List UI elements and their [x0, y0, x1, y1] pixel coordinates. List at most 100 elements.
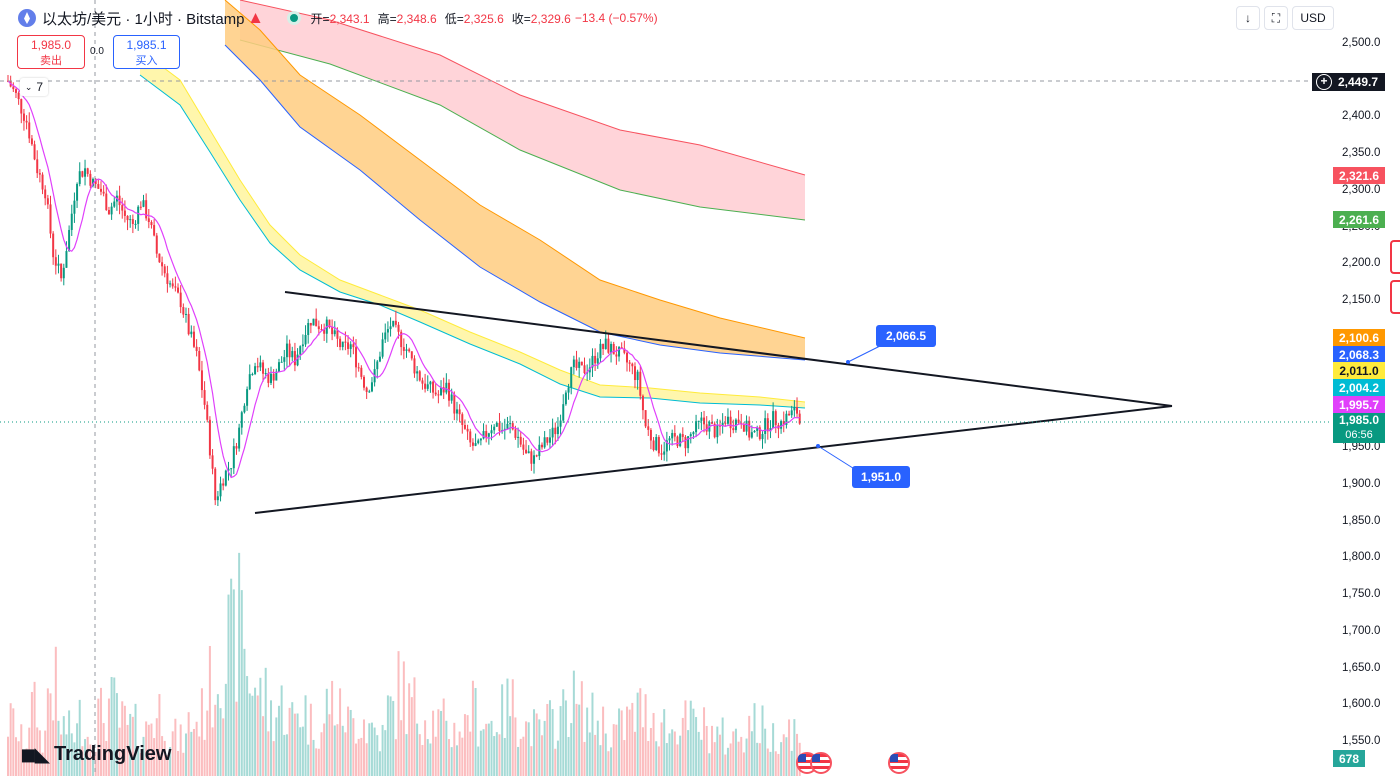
volume-bar [267, 731, 270, 776]
candle-body [772, 411, 775, 429]
volume-bar [737, 741, 740, 776]
volume-bar [206, 710, 209, 776]
volume-bar [562, 689, 565, 776]
candle-body [243, 405, 246, 413]
us-flag-event-icon[interactable] [810, 752, 832, 774]
volume-bar [644, 694, 647, 776]
candle-body [355, 347, 358, 368]
volume-bar [442, 698, 445, 776]
volume-bar [110, 677, 113, 776]
volume-bar [384, 730, 387, 776]
candle-body [246, 389, 249, 406]
volume-bar [485, 723, 488, 776]
candle-body [703, 417, 706, 425]
volume-bar [347, 706, 350, 776]
buy-price: 1,985.1 [126, 38, 167, 52]
fullscreen-icon[interactable]: ⛶ [1264, 6, 1288, 30]
candle-body [511, 423, 514, 430]
low-value: 2,325.6 [463, 11, 504, 26]
red-ribbon-lower [239, 39, 806, 221]
candle-body [352, 344, 355, 348]
candle-body [277, 362, 280, 372]
volume-bar [285, 734, 288, 776]
lower-trendline [254, 405, 1173, 514]
volume-bar [445, 720, 448, 776]
volume-bar [81, 746, 84, 776]
candle-body [182, 307, 185, 315]
candle-body [700, 417, 703, 421]
indicator-toggle[interactable]: ⌄ 7 [20, 78, 48, 96]
candle-body [145, 200, 148, 219]
candle-body [729, 416, 732, 429]
candle-body [657, 437, 660, 454]
candle-body [267, 373, 270, 383]
candle-body [270, 373, 273, 383]
volume-bar [68, 710, 71, 776]
volume-bar [455, 745, 458, 776]
candle-body [28, 122, 31, 139]
candle-body [580, 361, 583, 366]
volume-bar [155, 718, 158, 776]
volume-bar [711, 725, 714, 776]
sell-button[interactable]: 1,985.0 卖出 [17, 35, 85, 69]
volume-bar [631, 702, 634, 776]
candle-body [341, 341, 344, 348]
candle-body [421, 380, 424, 384]
volume-bar [315, 748, 318, 776]
candle-body [413, 358, 416, 374]
price-tick-label: 2,150.0 [1342, 294, 1381, 307]
candle-body [17, 92, 20, 100]
volume-bar [336, 724, 339, 776]
candle-body [607, 338, 610, 353]
symbol-title[interactable]: 以太坊/美元 · 1小时 · Bitstamp [42, 10, 245, 28]
toolbar-right: ↓ ⛶ USD [1236, 6, 1334, 30]
volume-bar [519, 738, 522, 776]
volume-bar [339, 688, 342, 776]
volume-bar [370, 722, 373, 776]
candle-body [222, 483, 225, 486]
volume-bar [46, 688, 49, 776]
volume-bar [570, 723, 573, 776]
candle-body [357, 367, 360, 369]
buy-button[interactable]: 1,985.1 买入 [113, 35, 180, 69]
volume-bar [588, 732, 591, 776]
edge-marker [1390, 280, 1400, 314]
volume-bar [790, 750, 793, 776]
candle-body [705, 424, 708, 432]
volume-bar [25, 748, 28, 776]
candle-body [392, 320, 395, 327]
volume-bar [540, 735, 543, 776]
volume-bar [232, 589, 235, 776]
candle-body [235, 446, 238, 449]
candle-body [548, 437, 551, 443]
volume-bar [697, 731, 700, 776]
tradingview-logo[interactable]: ◼◣ TradingView [20, 742, 171, 767]
upper-line-callout[interactable]: 2,066.5 [876, 325, 936, 347]
volume-bar [676, 744, 679, 776]
candle-body [445, 382, 448, 393]
indicator-price-tag: 2,100.6 [1333, 329, 1385, 346]
alert-icon[interactable] [250, 13, 261, 23]
candle-body [206, 404, 209, 420]
ohlc-values: 开=2,343.1 高=2,348.6 低=2,325.6 收=2,329.6 [310, 11, 571, 26]
volume-bar [254, 687, 257, 776]
candle-body [105, 193, 108, 211]
candle-body [615, 354, 618, 357]
volume-bar [487, 723, 490, 776]
currency-selector[interactable]: USD [1292, 6, 1334, 30]
volume-bar [400, 720, 403, 776]
download-icon[interactable]: ↓ [1236, 6, 1260, 30]
candle-body [376, 361, 379, 370]
candle-body [254, 366, 257, 375]
candle-body [54, 257, 57, 266]
volume-bar [333, 725, 336, 776]
volume-bar [17, 741, 20, 776]
volume-bar [620, 710, 623, 776]
candle-body [687, 436, 690, 449]
add-alert-icon[interactable]: + [1316, 74, 1332, 90]
us-flag-event-icon[interactable] [888, 752, 910, 774]
volume-bar [397, 651, 400, 776]
lower-line-callout[interactable]: 1,951.0 [852, 466, 910, 488]
candle-body [633, 366, 636, 381]
